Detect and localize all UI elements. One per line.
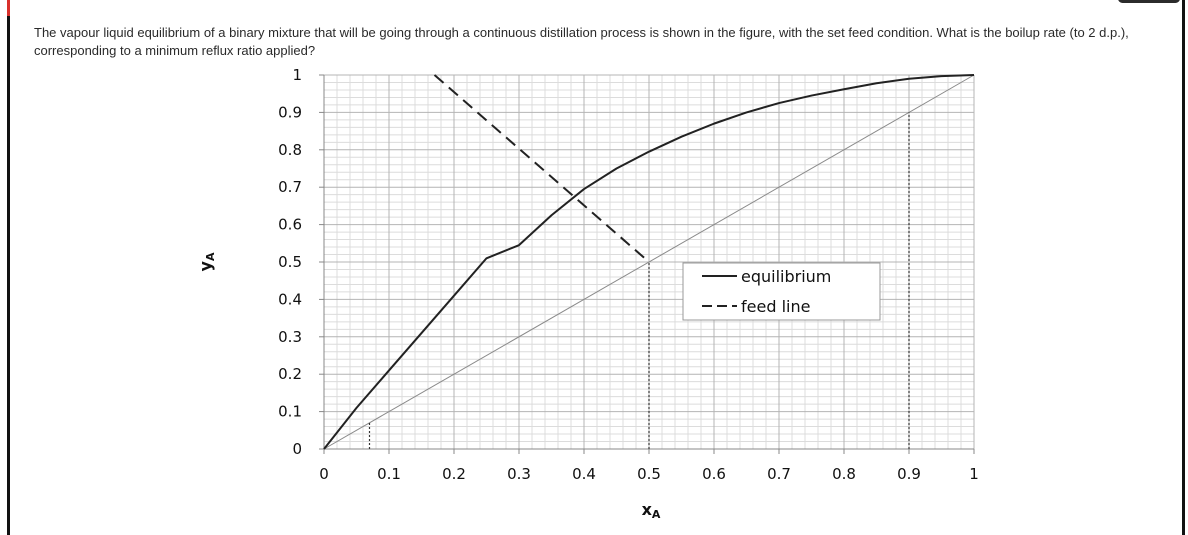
x-tick-label: 0.4 xyxy=(572,465,596,483)
x-tick-label: 0.1 xyxy=(377,465,401,483)
x-tick-label: 0.7 xyxy=(767,465,791,483)
y-tick-label: 0.1 xyxy=(278,403,302,421)
y-tick-label: 0.2 xyxy=(278,365,302,383)
x-tick-label: 1 xyxy=(969,465,979,483)
diagonal-y-equals-x xyxy=(323,74,975,450)
legend-box xyxy=(682,262,881,321)
y-tick-label: 0.3 xyxy=(278,328,302,346)
x-axis-title: xA xyxy=(642,500,661,521)
y-axis-title: yA xyxy=(196,252,217,271)
x-tick-label: 0.2 xyxy=(442,465,466,483)
y-tick-label: 0.5 xyxy=(278,253,302,271)
equilibrium-curve xyxy=(323,74,975,450)
left-frame-border xyxy=(7,0,10,535)
y-tick-label: 0.7 xyxy=(278,178,302,196)
legend-label-feed-line: feed line xyxy=(741,297,810,316)
x-tick-label: 0 xyxy=(319,465,329,483)
y-tick-label: 0.8 xyxy=(278,141,302,159)
composition-markers xyxy=(368,112,910,449)
legend: equilibrium feed line xyxy=(682,262,881,321)
y-tick-label: 0.6 xyxy=(278,216,302,234)
feed-line xyxy=(433,74,650,263)
diagonal-line xyxy=(323,74,975,450)
y-tick-label: 0.9 xyxy=(278,103,302,121)
right-frame-border xyxy=(1182,0,1185,535)
x-tick-label: 0.8 xyxy=(832,465,856,483)
x-tick-label: 0.9 xyxy=(897,465,921,483)
question-text: The vapour liquid equilibrium of a binar… xyxy=(34,25,1129,58)
accent-bar xyxy=(7,0,10,16)
legend-label-equilibrium: equilibrium xyxy=(741,267,831,286)
tick-labels: 0 0.1 0.2 0.3 0.4 0.5 0.6 0.7 0.8 0.9 1 0 0.1 0.2 0.3 0… xyxy=(278,66,979,483)
y-tick-label: 0 xyxy=(292,440,302,458)
x-tick-label: 0.5 xyxy=(637,465,661,483)
x-tick-label: 0.6 xyxy=(702,465,726,483)
y-tick-label: 0.4 xyxy=(278,290,302,308)
top-right-button[interactable] xyxy=(1118,0,1180,3)
y-tick-label: 1 xyxy=(292,66,302,84)
series-lines xyxy=(323,74,975,450)
x-tick-label: 0.3 xyxy=(507,465,531,483)
